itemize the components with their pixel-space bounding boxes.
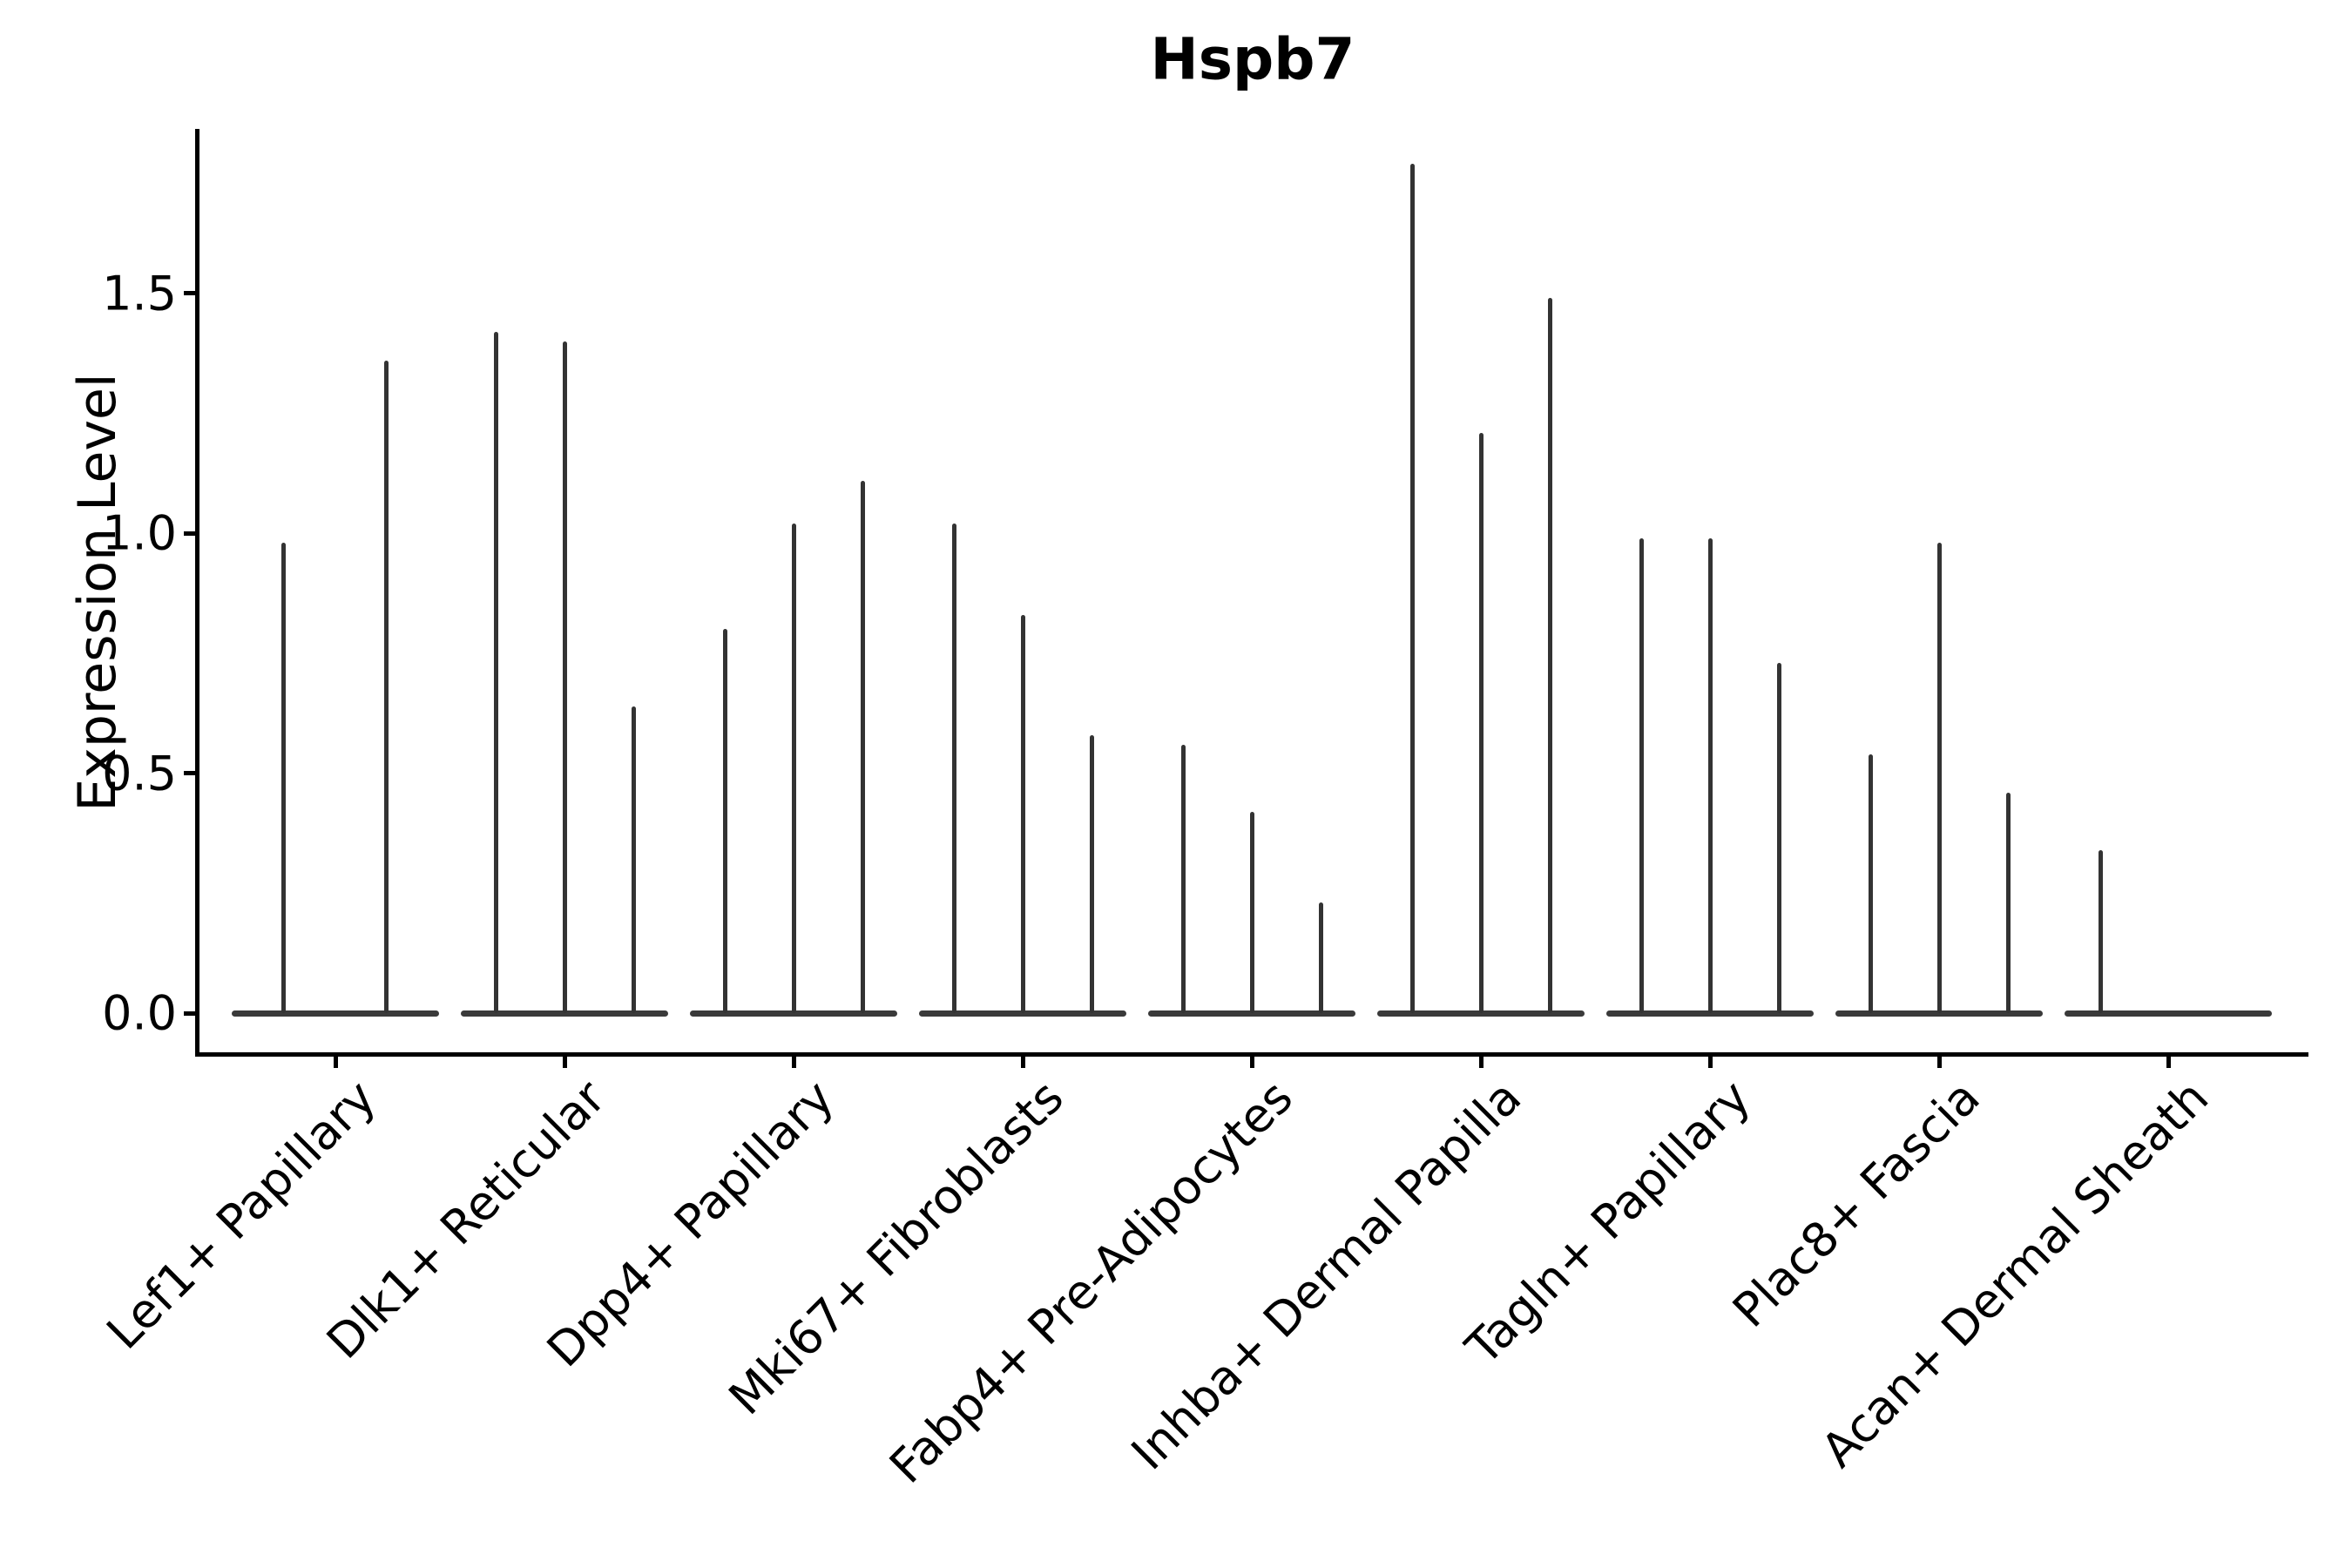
violin-base	[919, 1010, 1126, 1017]
violin-spike	[1936, 543, 1942, 1013]
violin-spike	[280, 543, 286, 1013]
y-tick-mark	[183, 1010, 195, 1016]
x-tick-mark	[1478, 1056, 1484, 1068]
x-tick-mark	[333, 1056, 338, 1068]
violin-spike	[2098, 849, 2103, 1013]
violin-spike	[1478, 432, 1484, 1013]
x-tick-label: Inhba+ Dermal Papilla	[1121, 1070, 1532, 1481]
y-tick-mark	[183, 291, 195, 296]
y-tick-mark	[183, 531, 195, 536]
violin-base	[1606, 1010, 1814, 1017]
violin-base	[461, 1010, 668, 1017]
x-tick-mark	[1707, 1056, 1713, 1068]
x-tick-mark	[1020, 1056, 1025, 1068]
y-tick-label: 1.5	[102, 266, 177, 321]
y-tick-label: 1.0	[102, 505, 177, 561]
violin-spike	[562, 341, 567, 1013]
violin-spike	[1639, 537, 1644, 1013]
violin-spike	[2005, 792, 2011, 1013]
violin-base	[1835, 1010, 2043, 1017]
x-tick-label: Fabp4+ Pre-Adipocytes	[878, 1070, 1303, 1494]
violin-spike	[1776, 662, 1781, 1013]
violin-base	[2065, 1010, 2272, 1017]
violin-spike	[1409, 164, 1415, 1013]
violin-spike	[1089, 734, 1094, 1013]
violin-spike	[1249, 811, 1254, 1013]
violin-spike	[1180, 744, 1186, 1013]
x-tick-mark	[1249, 1056, 1254, 1068]
violin-spike	[951, 524, 956, 1013]
violin-spike	[722, 629, 727, 1013]
x-tick-mark	[562, 1056, 567, 1068]
x-axis-spine	[194, 1051, 2308, 1057]
x-tick-mark	[1936, 1056, 1942, 1068]
y-tick-label: 0.5	[102, 746, 177, 801]
violin-base	[1377, 1010, 1585, 1017]
violin-spike	[791, 524, 796, 1013]
violin-base	[1148, 1010, 1355, 1017]
violin-spike	[383, 361, 389, 1013]
violin-spike	[1318, 902, 1323, 1013]
violin-spike	[1547, 298, 1552, 1013]
y-tick-mark	[183, 771, 195, 776]
violin-spike	[631, 706, 636, 1013]
violin-spike	[860, 480, 865, 1013]
violin-base	[690, 1010, 897, 1017]
x-tick-mark	[791, 1056, 796, 1068]
violin-spike	[493, 332, 498, 1013]
y-tick-label: 0.0	[102, 985, 177, 1041]
violin-spike	[1868, 754, 1873, 1013]
violin-base	[232, 1010, 439, 1017]
chart-title: Hspb7	[1150, 25, 1355, 93]
x-tick-label: Plac8+ Fascia	[1721, 1070, 1990, 1338]
x-tick-label: Acan+ Dermal Sheath	[1811, 1070, 2220, 1478]
violin-spike	[1020, 614, 1025, 1013]
x-tick-mark	[2166, 1056, 2171, 1068]
y-axis-spine	[194, 129, 199, 1057]
violin-spike	[1707, 537, 1713, 1013]
